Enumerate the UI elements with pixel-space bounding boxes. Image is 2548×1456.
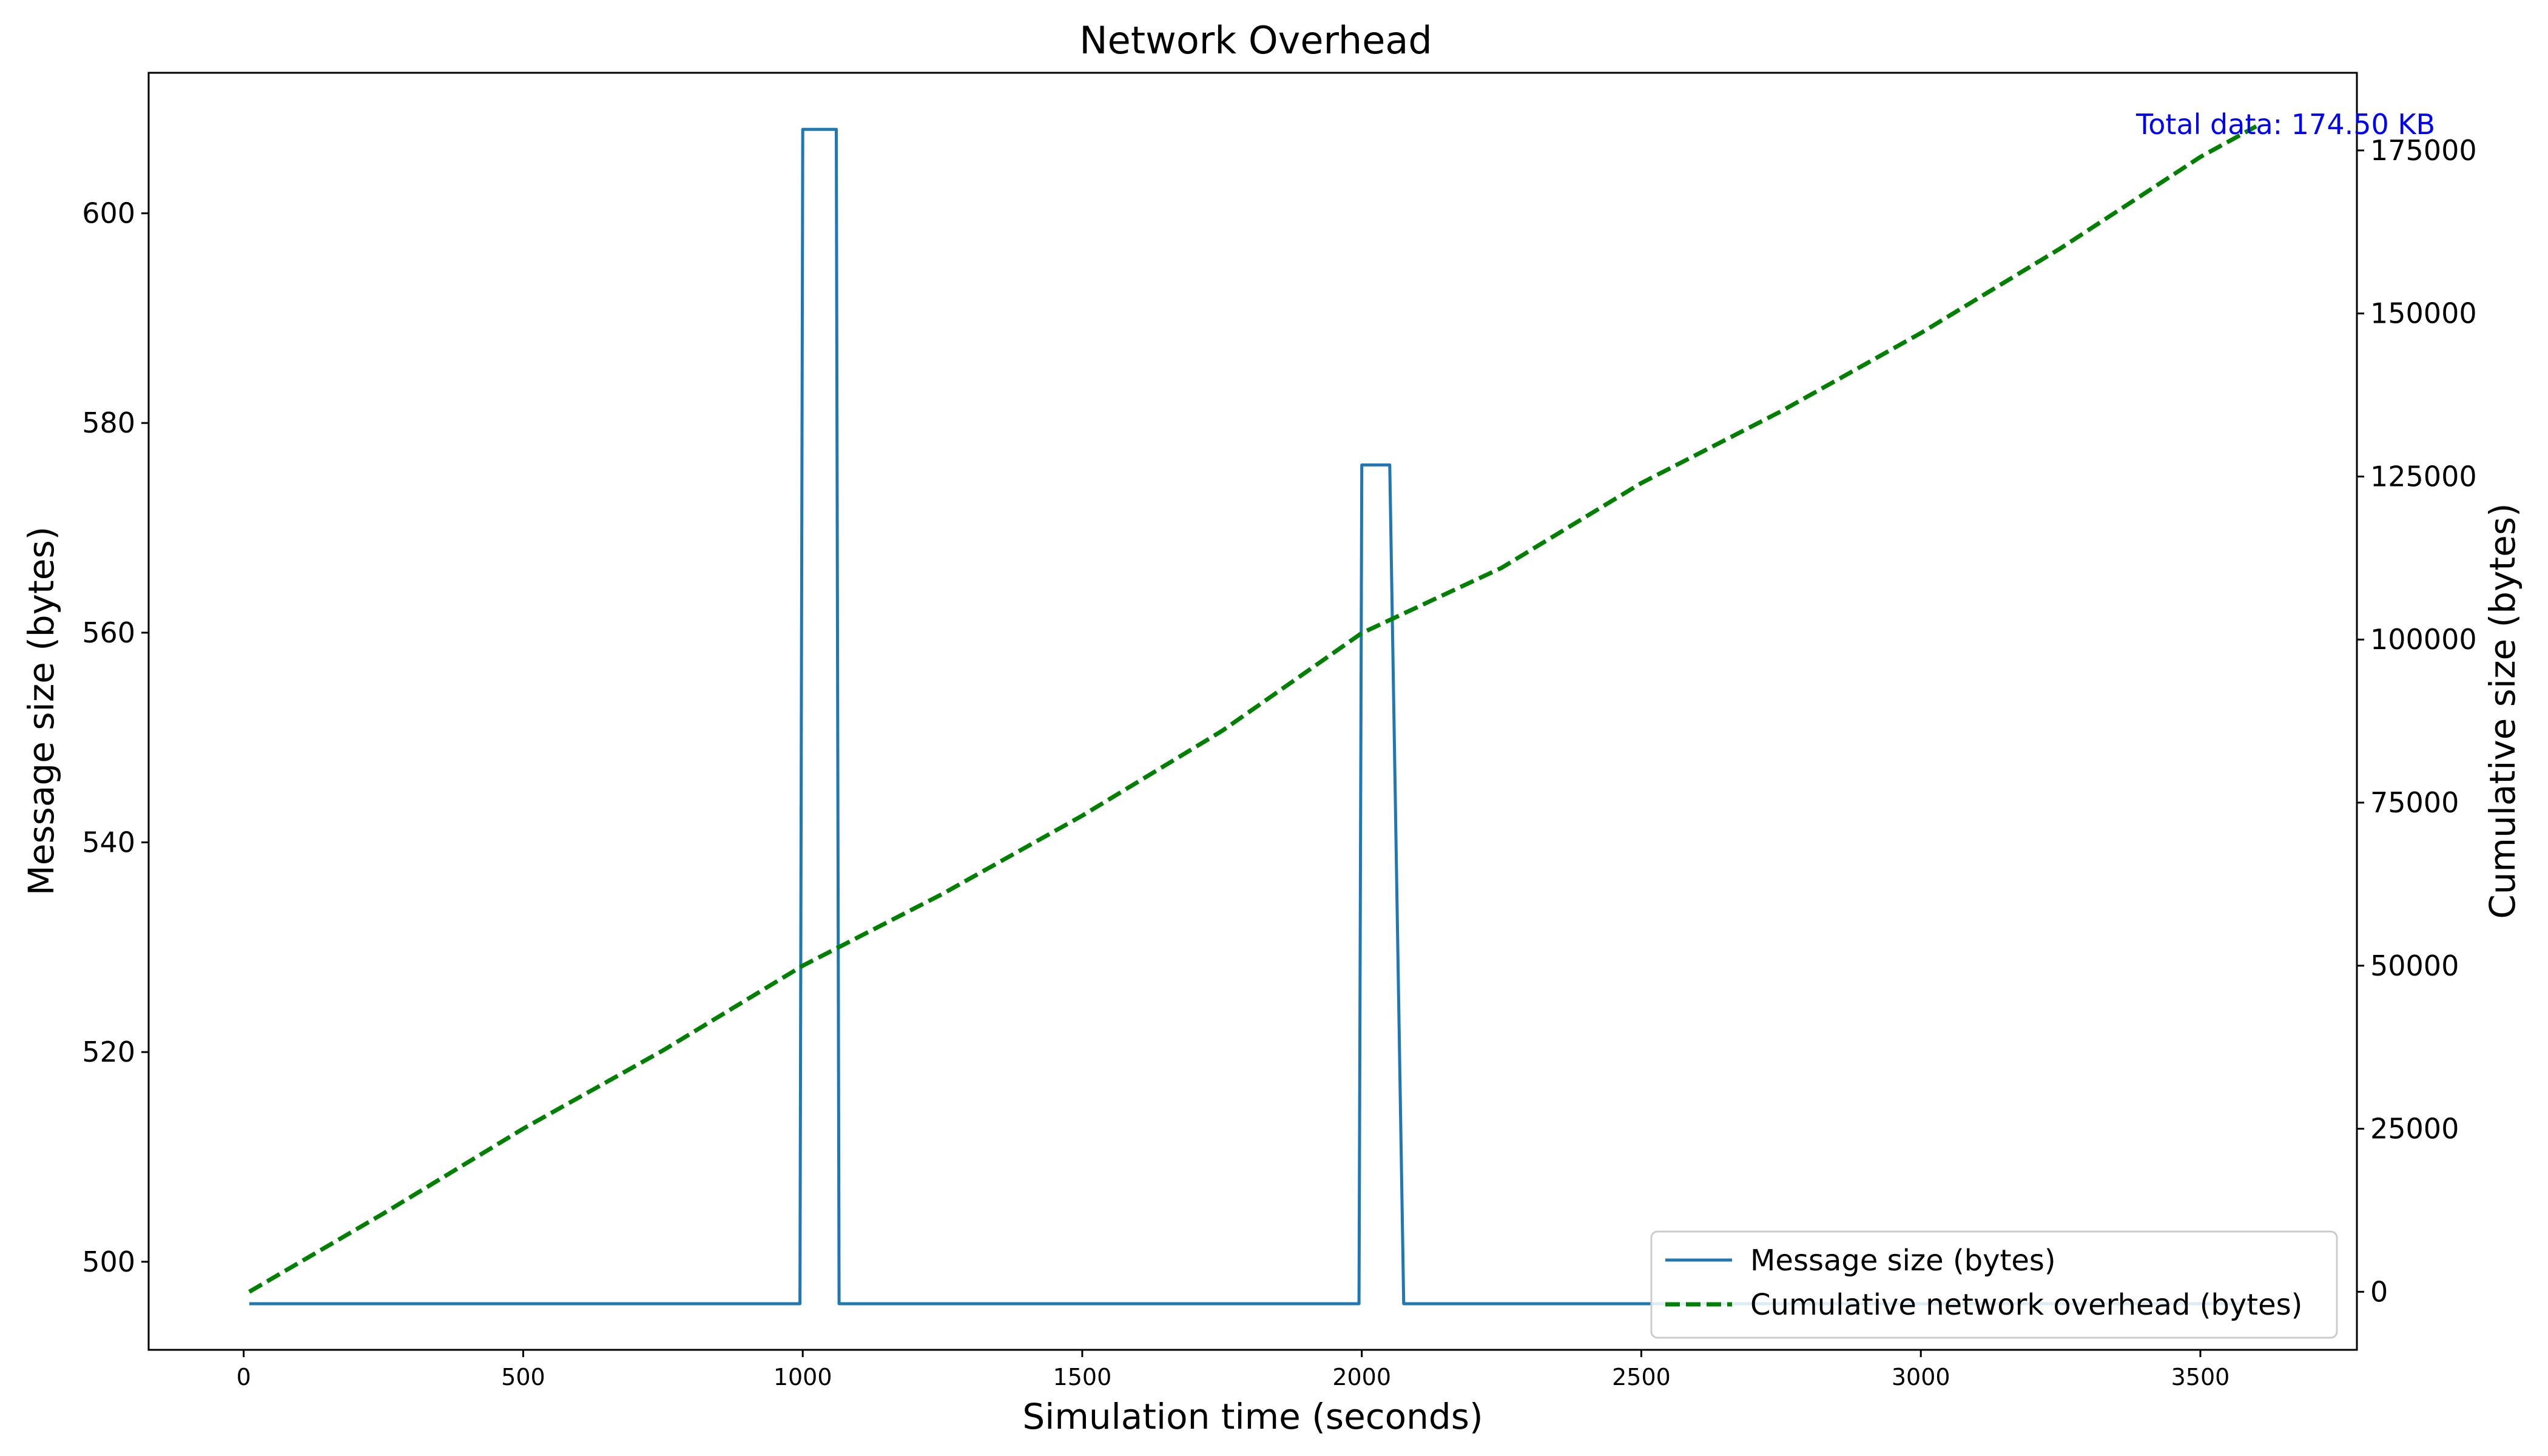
y-right-axis-label: Cumulative size (bytes) bbox=[2482, 503, 2523, 918]
y-left-tick-label: 580 bbox=[82, 406, 135, 439]
legend-label-cumulative: Cumulative network overhead (bytes) bbox=[1750, 1288, 2302, 1322]
chart-title: Network Overhead bbox=[1079, 18, 1432, 62]
series-line-message bbox=[249, 127, 2257, 1306]
x-tick-label: 3500 bbox=[2171, 1364, 2230, 1390]
y-left-tick-label: 540 bbox=[82, 826, 135, 859]
x-tick-label: 1000 bbox=[774, 1364, 832, 1390]
axes-frame bbox=[147, 72, 2358, 1351]
plot-area bbox=[248, 124, 2257, 1306]
y-right-tick-label: 125000 bbox=[2370, 460, 2477, 493]
y-right-tick-label: 75000 bbox=[2370, 786, 2459, 819]
x-axis-label: Simulation time (seconds) bbox=[1022, 1396, 1483, 1437]
series-line-cumulative bbox=[248, 124, 2257, 1294]
y-left-tick-label: 600 bbox=[82, 197, 135, 230]
x-tick-label: 0 bbox=[237, 1364, 251, 1390]
legend-label-message: Message size (bytes) bbox=[1750, 1244, 2056, 1278]
x-tick-label: 1500 bbox=[1053, 1364, 1112, 1390]
x-tick-label: 2500 bbox=[1612, 1364, 1671, 1390]
total-data-annotation: Total data: 174.50 KB bbox=[2135, 108, 2435, 141]
legend: Message size (bytes) Cumulative network … bbox=[1650, 1230, 2338, 1339]
legend-box bbox=[1650, 1230, 2338, 1339]
y-left-tick-label: 500 bbox=[82, 1245, 135, 1278]
ticks: 0 500 1000 1500 2000 2500 3000 3500 500 520 540 560… bbox=[82, 134, 2476, 1390]
y-left-tick-label: 520 bbox=[82, 1036, 135, 1068]
y-right-tick-label: 0 bbox=[2370, 1275, 2388, 1308]
y-right-tick-label: 175000 bbox=[2370, 134, 2477, 167]
y-right-tick-label: 150000 bbox=[2370, 297, 2477, 330]
x-tick-label: 3000 bbox=[1892, 1364, 1950, 1390]
y-right-tick-label: 100000 bbox=[2370, 623, 2477, 656]
x-tick-label: 500 bbox=[501, 1364, 545, 1390]
y-right-tick-label: 50000 bbox=[2370, 949, 2459, 982]
y-right-tick-label: 25000 bbox=[2370, 1113, 2459, 1145]
y-left-axis-label: Message size (bytes) bbox=[21, 527, 62, 896]
y-left-tick-label: 560 bbox=[82, 616, 135, 649]
x-tick-label: 2000 bbox=[1332, 1364, 1391, 1390]
